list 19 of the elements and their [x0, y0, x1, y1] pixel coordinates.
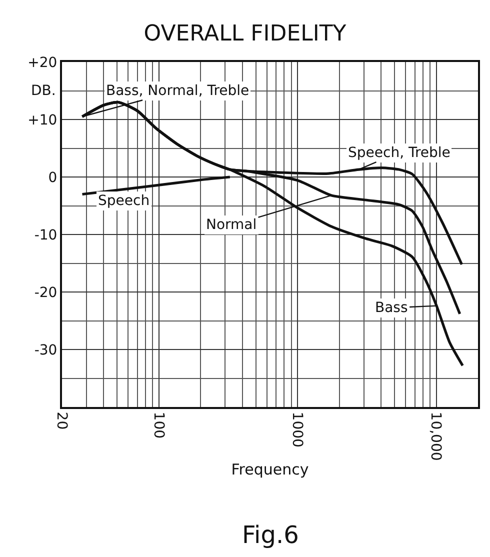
x-tick-label: 20 — [53, 412, 70, 430]
annotation: Speech — [98, 193, 150, 209]
annotation: Bass — [375, 300, 408, 316]
annotation: Bass, Normal, Treble — [106, 83, 250, 99]
y-tick-label: -10 — [34, 227, 58, 244]
x-tick-label: 10,000 — [428, 412, 444, 461]
y-tick-label: -20 — [34, 284, 58, 301]
y-tick-label: +10 — [28, 112, 58, 128]
y-tick-label: +20 — [28, 54, 58, 71]
annotation: Speech, Treble — [348, 145, 450, 161]
y-tick-label: 0 — [48, 170, 58, 186]
x-tick-label: 100 — [150, 412, 166, 439]
chart-title: OVERALL FIDELITY — [144, 21, 347, 46]
caption: Fig.6 — [242, 521, 299, 549]
annotation: Normal — [206, 217, 257, 233]
y-tick-label: -30 — [34, 342, 58, 358]
y-axis-title: DB. — [31, 83, 56, 99]
x-axis-title: Frequency — [231, 460, 309, 478]
x-tick-label: 1000 — [289, 412, 306, 448]
